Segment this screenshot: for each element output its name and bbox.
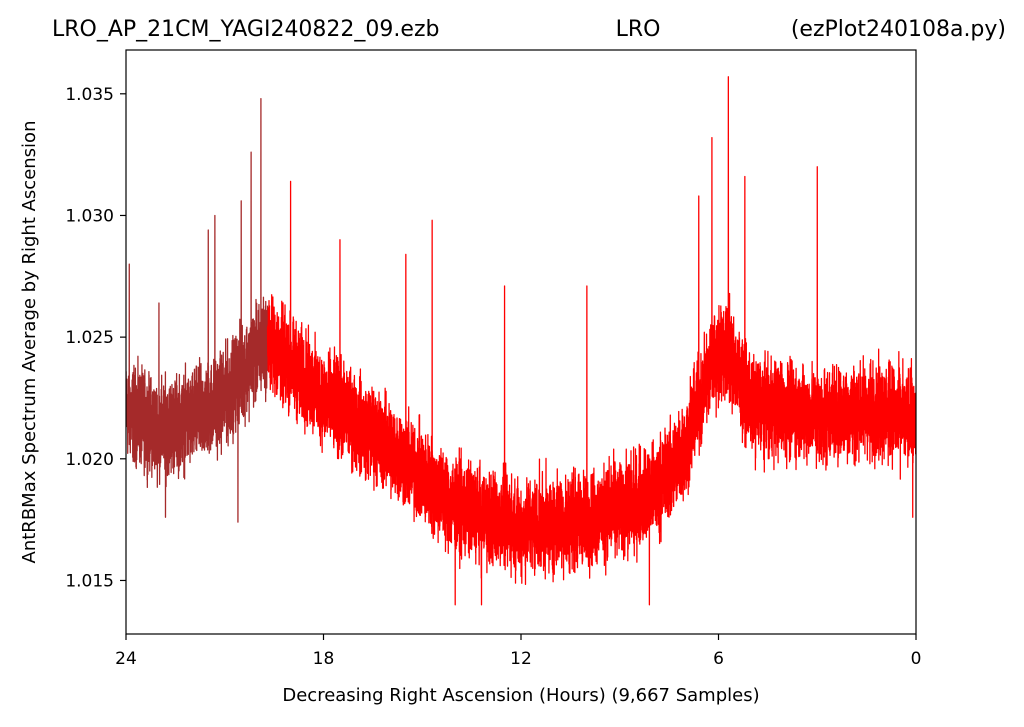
- y-axis-label: AntRBMax Spectrum Average by Right Ascen…: [19, 121, 40, 564]
- y-tick-label: 1.020: [65, 450, 114, 470]
- x-tick-label: 6: [713, 649, 724, 669]
- series-layer: [126, 76, 916, 606]
- series-line-2: [266, 76, 916, 606]
- y-tick-label: 1.025: [65, 328, 114, 348]
- ticks-layer: 24 18 12 6 0 1.015 1.020 1.025 1.030 1.035: [65, 85, 921, 669]
- x-tick-label: 0: [911, 649, 922, 669]
- series-line-1: [126, 98, 269, 523]
- x-tick-label: 24: [115, 649, 137, 669]
- x-axis-label: Decreasing Right Ascension (Hours) (9,66…: [282, 685, 759, 706]
- chart-title-left: LRO_AP_21CM_YAGI240822_09.ezb: [52, 17, 439, 42]
- y-tick-label: 1.035: [65, 85, 114, 105]
- x-tick-label: 18: [313, 649, 335, 669]
- y-tick-label: 1.030: [65, 206, 114, 226]
- chart-title-right: (ezPlot240108a.py): [791, 17, 1006, 42]
- chart-title-center: LRO: [616, 17, 661, 42]
- x-tick-label: 12: [510, 649, 532, 669]
- y-tick-label: 1.015: [65, 571, 114, 591]
